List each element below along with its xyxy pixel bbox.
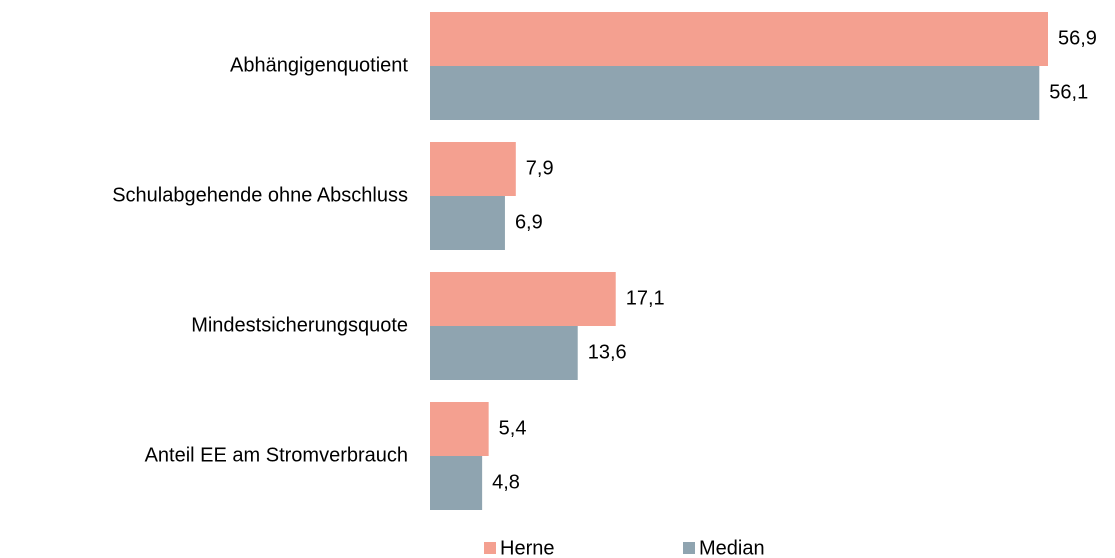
value-label: 17,1 [626, 287, 665, 309]
value-label: 7,9 [526, 157, 554, 179]
legend-swatch [484, 542, 496, 554]
bar [430, 66, 1040, 120]
value-label: 5,4 [499, 417, 527, 439]
value-label: 6,9 [515, 211, 543, 233]
value-label: 56,1 [1049, 81, 1088, 103]
value-label: 56,9 [1058, 27, 1097, 49]
bar [430, 272, 616, 326]
legend-label: Median [699, 537, 765, 558]
bar [430, 12, 1048, 66]
bar [430, 142, 516, 196]
category-label: Schulabgehende ohne Abschluss [112, 184, 408, 206]
bar [430, 456, 483, 510]
value-label: 4,8 [492, 471, 520, 493]
bar [430, 402, 489, 456]
value-label: 13,6 [588, 341, 627, 363]
legend-label: Herne [500, 537, 554, 558]
bar [430, 196, 505, 250]
category-label: Mindestsicherungsquote [191, 314, 408, 336]
bar [430, 326, 578, 380]
legend-swatch [683, 542, 695, 554]
category-label: Anteil EE am Stromverbrauch [145, 444, 408, 466]
category-label: Abhängigenquotient [230, 54, 408, 76]
